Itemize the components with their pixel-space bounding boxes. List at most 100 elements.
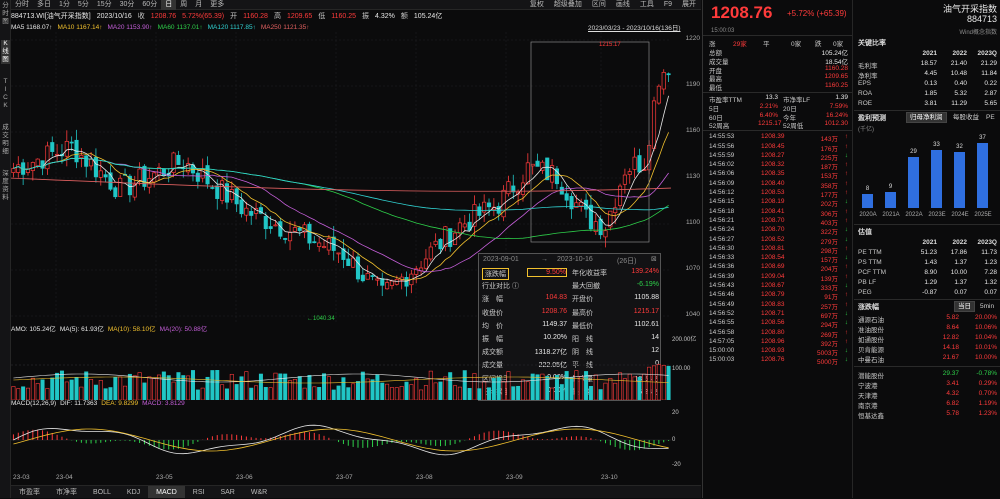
period-tab-8[interactable]: 周 xyxy=(180,0,188,8)
profit-tab-1[interactable]: 每股收益 xyxy=(953,114,979,121)
period-tab-6[interactable]: 60分 xyxy=(142,0,158,8)
arrow-up-icon: ↑ xyxy=(844,161,848,169)
popup-left-label: 区间换手 xyxy=(482,375,510,383)
candle-body xyxy=(69,141,74,144)
period-tab-0[interactable]: 分时 xyxy=(15,0,29,8)
profit-bar-year: 2021A xyxy=(882,212,900,218)
tool-btn-3[interactable]: 画线 xyxy=(615,0,630,8)
date-axis: 23-03 23-04 23-05 23-06 23-07 23-08 23-09 23-10 xyxy=(11,473,671,483)
indicator-tab-3[interactable]: KDJ xyxy=(126,489,141,496)
stat-label: 总额 xyxy=(709,50,722,57)
gain-tab-1[interactable]: 5min xyxy=(980,303,995,310)
indicator-tab-4[interactable]: MACD xyxy=(148,486,185,498)
profit-bar[interactable] xyxy=(931,150,942,208)
period-tab-4[interactable]: 15分 xyxy=(96,0,112,8)
period-tab-3[interactable]: 5分 xyxy=(77,0,89,8)
loss-row[interactable]: 南京港 6.82 1.19% xyxy=(854,400,1000,410)
volume-bar xyxy=(200,387,205,400)
candle-body xyxy=(550,165,555,183)
period-tab-2[interactable]: 1分 xyxy=(59,0,70,8)
loss-row[interactable]: 天津港 4.32 0.70% xyxy=(854,390,1000,400)
volume-bar xyxy=(520,379,525,400)
tool-btn-4[interactable]: 工具 xyxy=(639,0,654,8)
tick-volume: 187万 xyxy=(820,164,838,172)
gain-row[interactable]: 如通股份 12.82 10.04% xyxy=(854,334,1000,344)
vtab-4[interactable]: 深度资料 xyxy=(2,170,9,201)
ratio-name: 净利率 xyxy=(858,73,878,80)
low-label: 低 xyxy=(318,13,326,20)
tool-btn-5[interactable]: F9 xyxy=(663,0,672,8)
price-tick: 1220 xyxy=(685,35,700,42)
tick-time: 14:56:43 xyxy=(709,282,735,289)
macd-title: MACD(12,26,9) xyxy=(11,400,57,407)
indicator-tab-2[interactable]: BOLL xyxy=(93,489,111,496)
tool-btn-2[interactable]: 区间 xyxy=(591,0,606,8)
profit-bar[interactable] xyxy=(862,194,873,208)
period-tab-5[interactable]: 30分 xyxy=(119,0,135,8)
period-tab-9[interactable]: 月 xyxy=(195,0,203,8)
volume-bar xyxy=(588,386,593,400)
gain-row[interactable]: 中曼石油 21.67 10.00% xyxy=(854,354,1000,364)
period-tab-10[interactable]: 更多 xyxy=(210,0,225,8)
tool-btn-1[interactable]: 超级叠加 xyxy=(553,0,582,8)
stat-value: 1160.28 xyxy=(824,64,848,72)
candle-body xyxy=(608,210,613,228)
candle-body xyxy=(351,257,356,268)
gain-row[interactable]: 贝肯能源 14.18 10.01% xyxy=(854,344,1000,354)
tool-btn-6[interactable]: 展开 xyxy=(682,0,696,8)
indicator-tab-7[interactable]: W&R xyxy=(250,489,268,496)
range-label[interactable]: 2023/03/23 - 2023/10/16(136日) xyxy=(588,25,681,32)
candle-body xyxy=(545,157,550,181)
tick-row: 14:56:43 1208.67 333万 ↓ xyxy=(703,282,852,292)
vtab-3[interactable]: 成交明细 xyxy=(2,124,9,155)
candle-body xyxy=(365,273,370,280)
indicator-tab-5[interactable]: RSI xyxy=(192,489,205,496)
period-tab-7[interactable]: 日 xyxy=(161,0,177,10)
val-name: PEG xyxy=(858,289,872,296)
tool-btn-0[interactable]: 复权 xyxy=(529,0,544,8)
vtab-0[interactable]: 分时图 xyxy=(2,2,9,25)
loss-row[interactable]: 潜能股份 29.37 -0.78% xyxy=(854,370,1000,380)
tick-time: 14:55:53 xyxy=(709,133,735,141)
ratio-cell: 2.87 xyxy=(984,90,997,97)
ma10-line xyxy=(13,132,669,281)
profit-bar[interactable] xyxy=(954,152,965,208)
candle-body xyxy=(385,282,390,290)
volume-bar xyxy=(205,376,210,400)
volume-bar xyxy=(317,387,322,400)
period-tab-1[interactable]: 多日 xyxy=(37,0,51,8)
indicator-tab-6[interactable]: SAR xyxy=(220,489,235,496)
volume-bar xyxy=(365,378,370,400)
popup-start-date[interactable]: 2023-09-01 xyxy=(483,256,519,263)
stock-price: 8.64 xyxy=(946,324,959,331)
candle-body xyxy=(98,170,103,178)
loss-row[interactable]: 恒基达鑫 5.78 1.23% xyxy=(854,410,1000,420)
gain-row[interactable]: 通源石油 5.82 20.00% xyxy=(854,314,1000,324)
tick-price: 1208.39 xyxy=(761,133,785,141)
volume-bar xyxy=(64,381,69,400)
ma60-label: MA60 1137.01↑ xyxy=(157,23,203,31)
gain-tab-0[interactable]: 当日 xyxy=(954,301,975,312)
loss-row[interactable]: 宁波港 3.41 0.29% xyxy=(854,380,1000,390)
gain-row[interactable]: 准油股份 8.64 10.06% xyxy=(854,324,1000,334)
profit-tab-0[interactable]: 归母净利润 xyxy=(906,112,947,123)
tick-time: 14:56:52 xyxy=(709,309,735,317)
candlestick-chart[interactable]: 1215.17 ←1040.34 xyxy=(11,32,671,322)
volume-bar xyxy=(215,370,220,400)
volume-bar xyxy=(593,374,598,400)
close-icon[interactable]: ⊠ xyxy=(651,256,657,263)
macd-chart[interactable] xyxy=(11,408,671,473)
profit-bar[interactable] xyxy=(977,143,988,208)
profit-tab-2[interactable]: PE xyxy=(986,114,995,121)
popup-end-date[interactable]: 2023-10-16 xyxy=(557,256,593,263)
indicator-tab-1[interactable]: 市净率 xyxy=(56,489,77,496)
profit-bar[interactable] xyxy=(885,192,896,208)
indicator-tab-0[interactable]: 市盈率 xyxy=(19,489,40,496)
volume-chart[interactable] xyxy=(11,330,671,400)
ratio-label: 20日 xyxy=(783,105,797,113)
profit-bar[interactable] xyxy=(908,157,919,208)
candle-body xyxy=(210,187,215,189)
volume-bar xyxy=(550,387,555,400)
